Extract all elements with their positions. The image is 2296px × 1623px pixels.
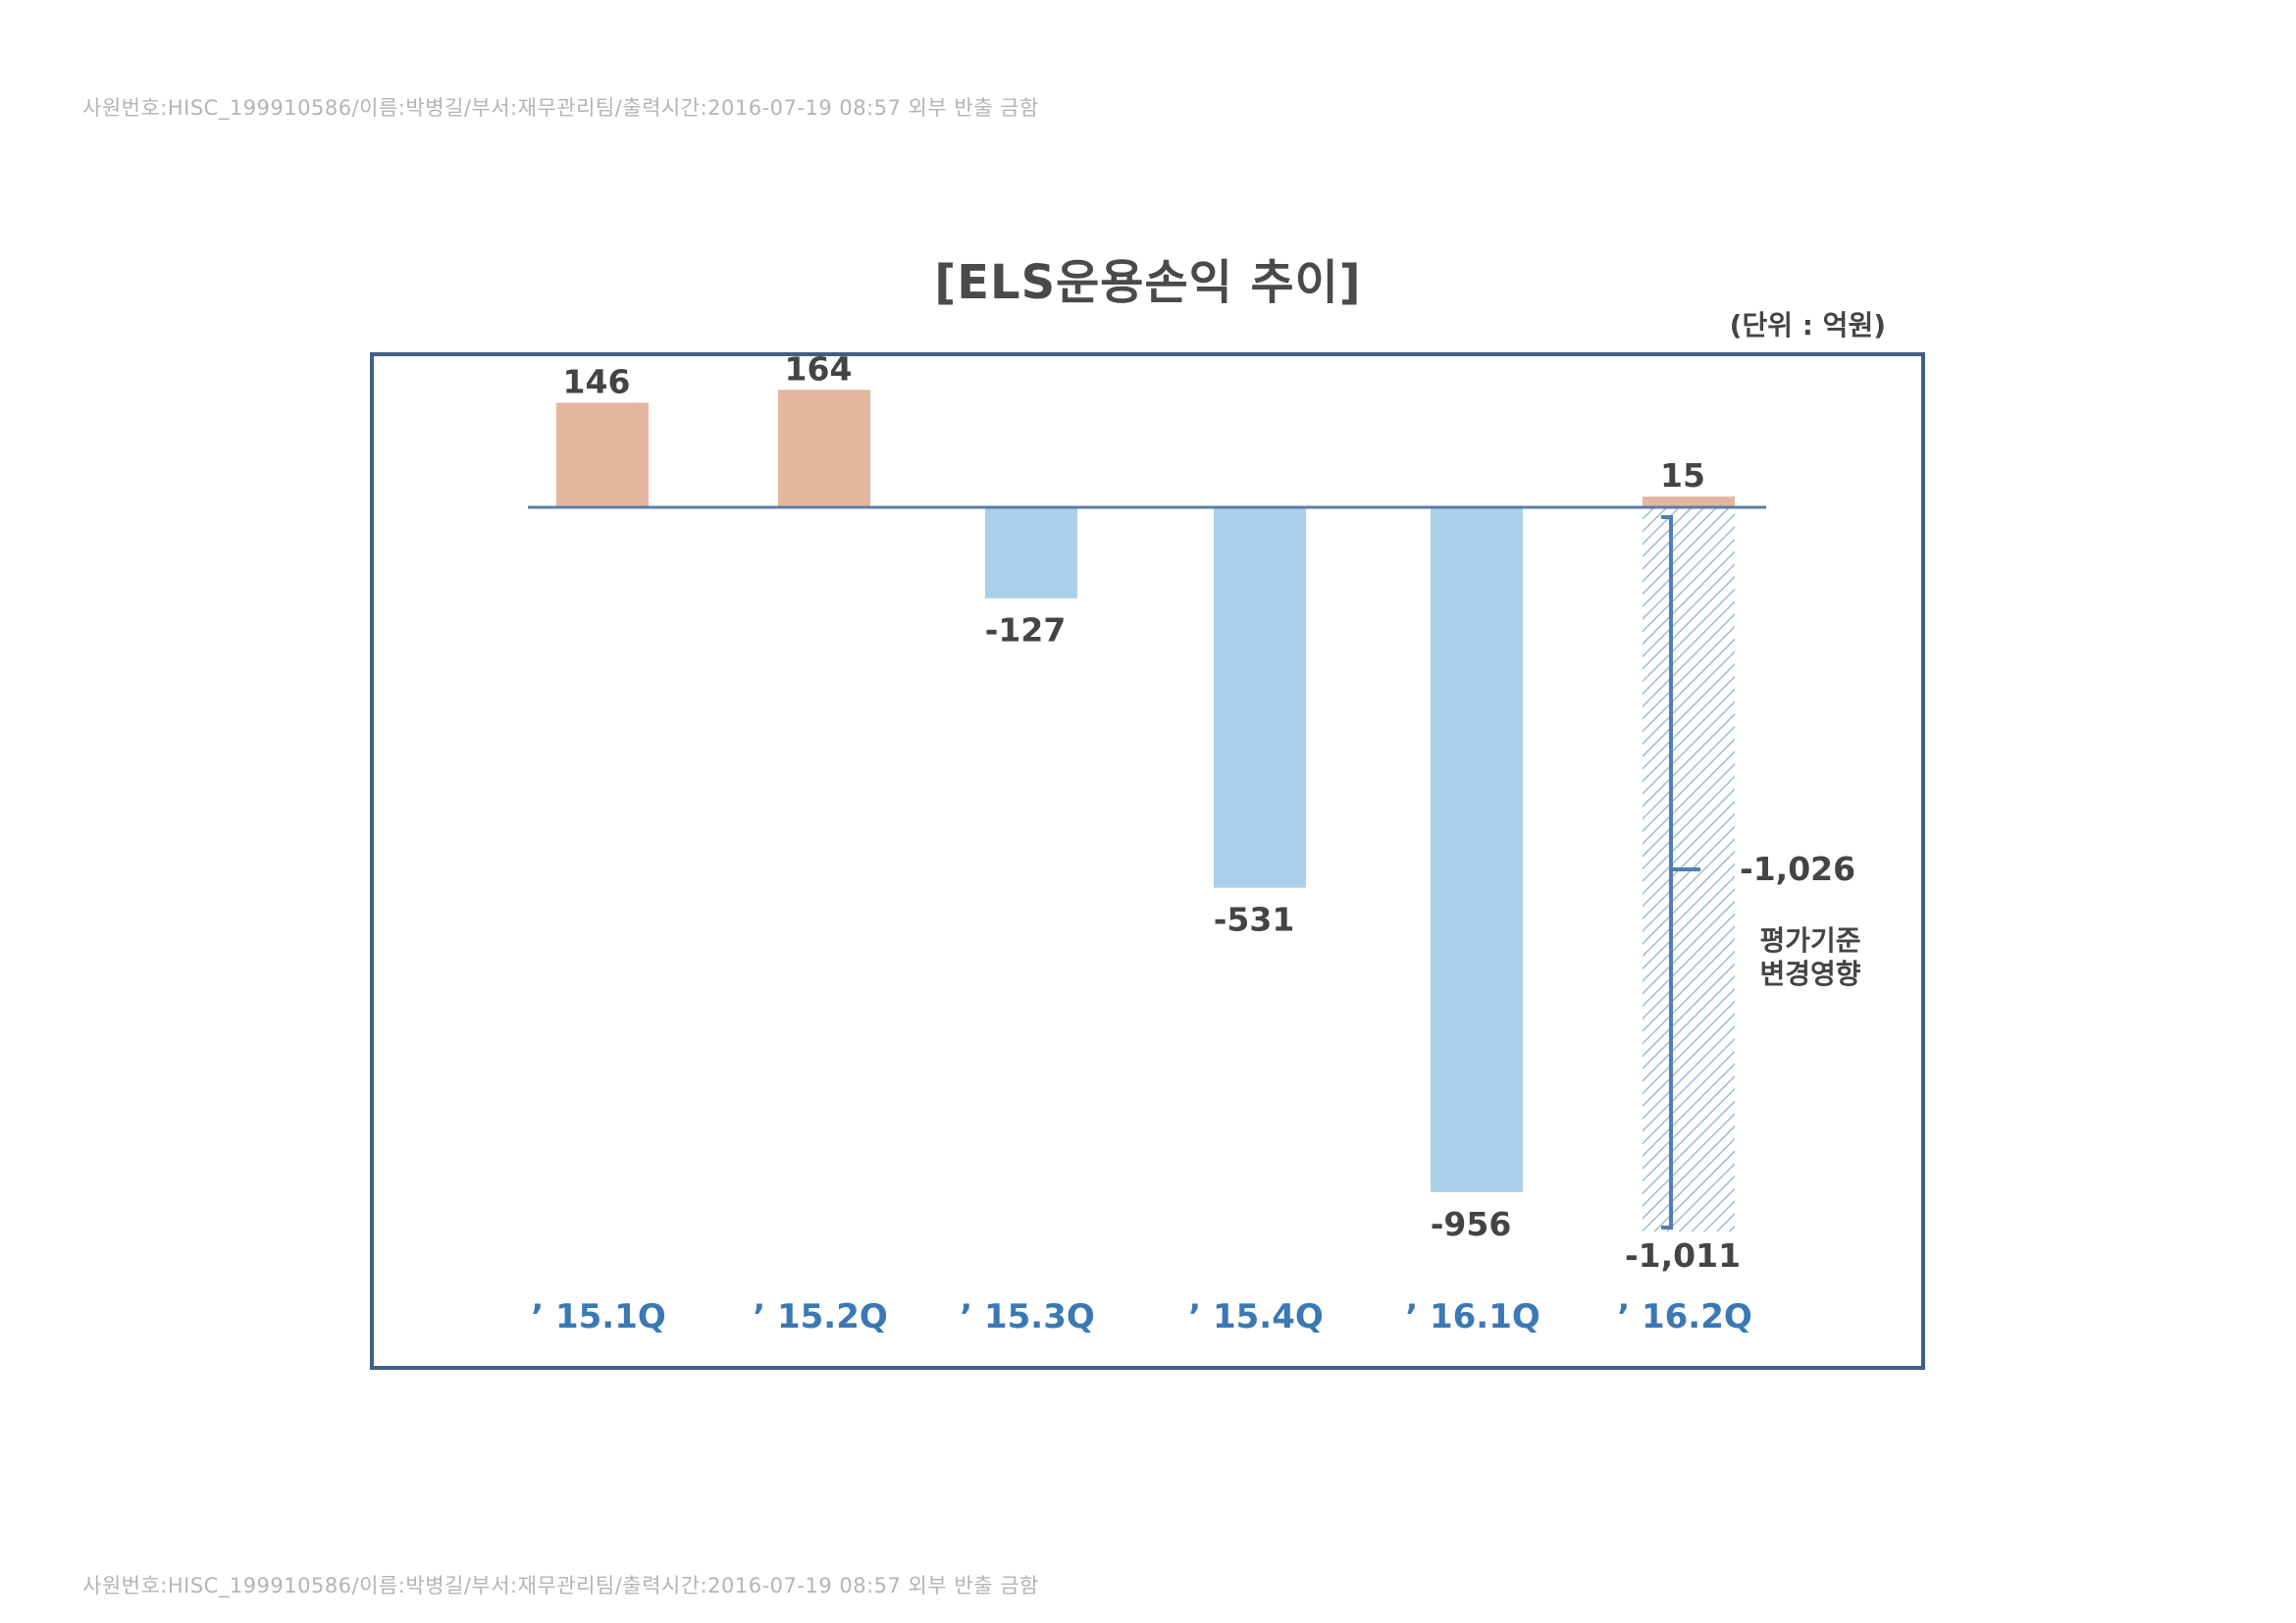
x-tick-label: ’ 15.3Q xyxy=(960,1297,1095,1336)
bar-value-label: -127 xyxy=(985,611,1067,650)
chart-title: [ELS운용손익 추이] xyxy=(934,255,1362,310)
x-tick-label: ’ 16.2Q xyxy=(1617,1297,1752,1336)
adjustment-value-label: -1,026 xyxy=(1740,850,1855,888)
adjustment-note-line: 변경영향 xyxy=(1759,958,1860,990)
adjustment-total-label: -1,011 xyxy=(1625,1236,1741,1275)
bar xyxy=(778,390,870,507)
bar-value-label: 15 xyxy=(1660,456,1705,495)
x-tick-label: ’ 15.1Q xyxy=(531,1297,666,1336)
unit-label: (단위 : 억원) xyxy=(1729,309,1886,341)
chart-frame xyxy=(370,352,1925,1370)
bar xyxy=(1643,497,1735,507)
bar-value-label: 164 xyxy=(785,349,853,388)
x-tick-label: ’ 16.1Q xyxy=(1405,1297,1540,1336)
watermark-bottom: 사원번호:HISC_199910586/이름:박병길/부서:재무관리팀/출력시간… xyxy=(82,1574,1039,1597)
x-tick-label: ’ 15.4Q xyxy=(1188,1297,1324,1336)
bar-value-label: -531 xyxy=(1214,901,1295,939)
watermark-top: 사원번호:HISC_199910586/이름:박병길/부서:재무관리팀/출력시간… xyxy=(82,96,1039,120)
x-tick-label: ’ 15.2Q xyxy=(753,1297,888,1336)
bar-value-label: 146 xyxy=(563,362,631,400)
adjustment-bracket xyxy=(1661,515,1700,1230)
bar xyxy=(1431,507,1523,1192)
bar xyxy=(985,507,1077,599)
bar xyxy=(1214,507,1306,888)
bar-value-label: -956 xyxy=(1431,1205,1512,1243)
adjustment-note-line: 평가기준 xyxy=(1759,924,1860,957)
bar xyxy=(556,402,649,507)
